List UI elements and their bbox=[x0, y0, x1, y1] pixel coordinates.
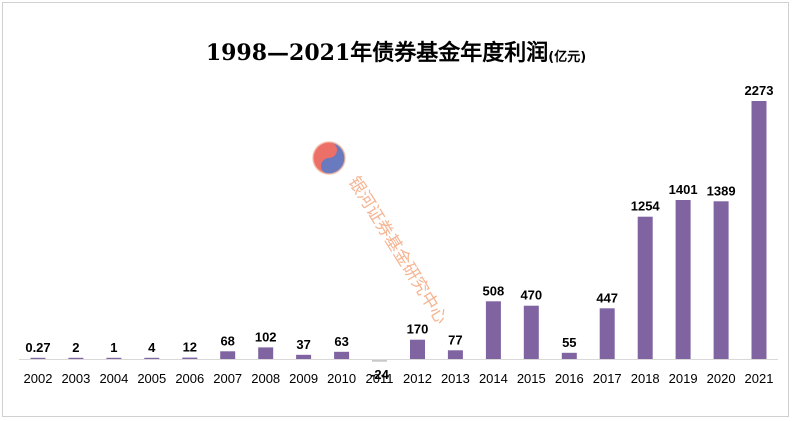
chart-title: 1998—2021年债券基金年度利润 bbox=[206, 40, 548, 66]
x-tick-label-2005: 2005 bbox=[137, 371, 166, 386]
bars-layer bbox=[30, 101, 767, 362]
bar-2009 bbox=[296, 354, 312, 359]
bar-2012 bbox=[410, 339, 425, 359]
bar-2020 bbox=[713, 201, 729, 359]
value-label-2015: 470 bbox=[520, 288, 542, 303]
value-label-2013: 77 bbox=[448, 332, 462, 347]
bar-2007 bbox=[220, 351, 236, 359]
chart-title-group: 1998—2021年债券基金年度利润(亿元) bbox=[206, 40, 586, 66]
value-label-2009: 37 bbox=[296, 337, 310, 352]
x-tick-label-2004: 2004 bbox=[99, 371, 128, 386]
galaxy-securities-logo bbox=[312, 141, 346, 175]
bar-2003 bbox=[68, 357, 84, 359]
x-tick-label-2011: 2011 bbox=[366, 371, 394, 386]
value-label-2014: 508 bbox=[483, 283, 505, 298]
x-tick-label-2017: 2017 bbox=[593, 371, 622, 386]
x-tick-label-2018: 2018 bbox=[631, 371, 660, 386]
x-tick-label-2020: 2020 bbox=[707, 371, 736, 386]
value-label-2005: 4 bbox=[148, 340, 156, 355]
bar-2019 bbox=[675, 200, 691, 359]
x-tick-label-2013: 2013 bbox=[441, 371, 470, 386]
value-label-2018: 1254 bbox=[631, 199, 661, 214]
x-tick-label-2014: 2014 bbox=[479, 371, 508, 386]
value-label-2010: 63 bbox=[334, 334, 348, 349]
bar-2005 bbox=[144, 357, 160, 359]
watermark-text: 银河证券基金研究中心 bbox=[344, 173, 451, 328]
bar-2016 bbox=[561, 352, 577, 359]
x-tick-label-2007: 2007 bbox=[213, 371, 242, 386]
bar-2015 bbox=[523, 305, 539, 359]
bar-2002 bbox=[30, 357, 46, 359]
value-label-2021: 2273 bbox=[745, 83, 774, 98]
x-tick-label-2012: 2012 bbox=[403, 371, 432, 386]
value-label-2007: 68 bbox=[220, 333, 234, 348]
bar-2021 bbox=[751, 101, 767, 359]
x-tick-label-2019: 2019 bbox=[669, 371, 698, 386]
x-tick-label-2006: 2006 bbox=[175, 371, 204, 386]
value-label-2008: 102 bbox=[255, 329, 277, 344]
bar-chart: 1998—2021年债券基金年度利润(亿元) 银河证券基金研究中心 0.27 2 1… bbox=[19, 40, 778, 386]
value-label-2003: 2 bbox=[72, 340, 79, 355]
bar-2008 bbox=[258, 347, 274, 359]
value-label-2017: 447 bbox=[596, 290, 618, 305]
x-tick-label-2010: 2010 bbox=[327, 371, 356, 386]
value-label-2011: -24 bbox=[370, 367, 390, 382]
bar-2017 bbox=[599, 308, 615, 359]
x-tick-label-2016: 2016 bbox=[555, 371, 584, 386]
bar-2011 bbox=[372, 359, 387, 362]
value-label-2012: 170 bbox=[407, 322, 429, 337]
value-label-2004: 1 bbox=[110, 340, 117, 355]
bar-2006 bbox=[182, 357, 198, 359]
x-tick-label-2003: 2003 bbox=[61, 371, 90, 386]
value-label-2019: 1401 bbox=[669, 182, 698, 197]
x-tick-label-2009: 2009 bbox=[289, 371, 318, 386]
bar-2004 bbox=[106, 357, 122, 359]
value-label-2016: 55 bbox=[562, 335, 576, 350]
value-labels-layer: 0.27 2 1 4 12 68 102 37 63 -24 170 77 508 470 55 447 125… bbox=[25, 83, 773, 382]
bar-2013 bbox=[447, 350, 463, 359]
bar-2010 bbox=[334, 351, 350, 359]
bar-2014 bbox=[485, 301, 501, 359]
value-label-2020: 1389 bbox=[707, 183, 736, 198]
chart-title-unit: (亿元) bbox=[548, 49, 586, 65]
watermark: 银河证券基金研究中心 bbox=[312, 141, 451, 328]
value-label-2006: 12 bbox=[183, 340, 197, 355]
x-tick-label-2008: 2008 bbox=[251, 371, 280, 386]
x-tick-label-2002: 2002 bbox=[24, 371, 53, 386]
x-tick-label-2021: 2021 bbox=[745, 371, 774, 386]
x-axis-labels: 2002 2003 2004 2005 2006 2007 2008 2009 2010 2011… bbox=[24, 371, 774, 386]
bar-2018 bbox=[637, 216, 653, 359]
value-label-2002: 0.27 bbox=[25, 340, 50, 355]
chart-frame: 1998—2021年债券基金年度利润(亿元) 银河证券基金研究中心 0.27 2 1… bbox=[2, 2, 789, 417]
x-tick-label-2015: 2015 bbox=[517, 371, 546, 386]
